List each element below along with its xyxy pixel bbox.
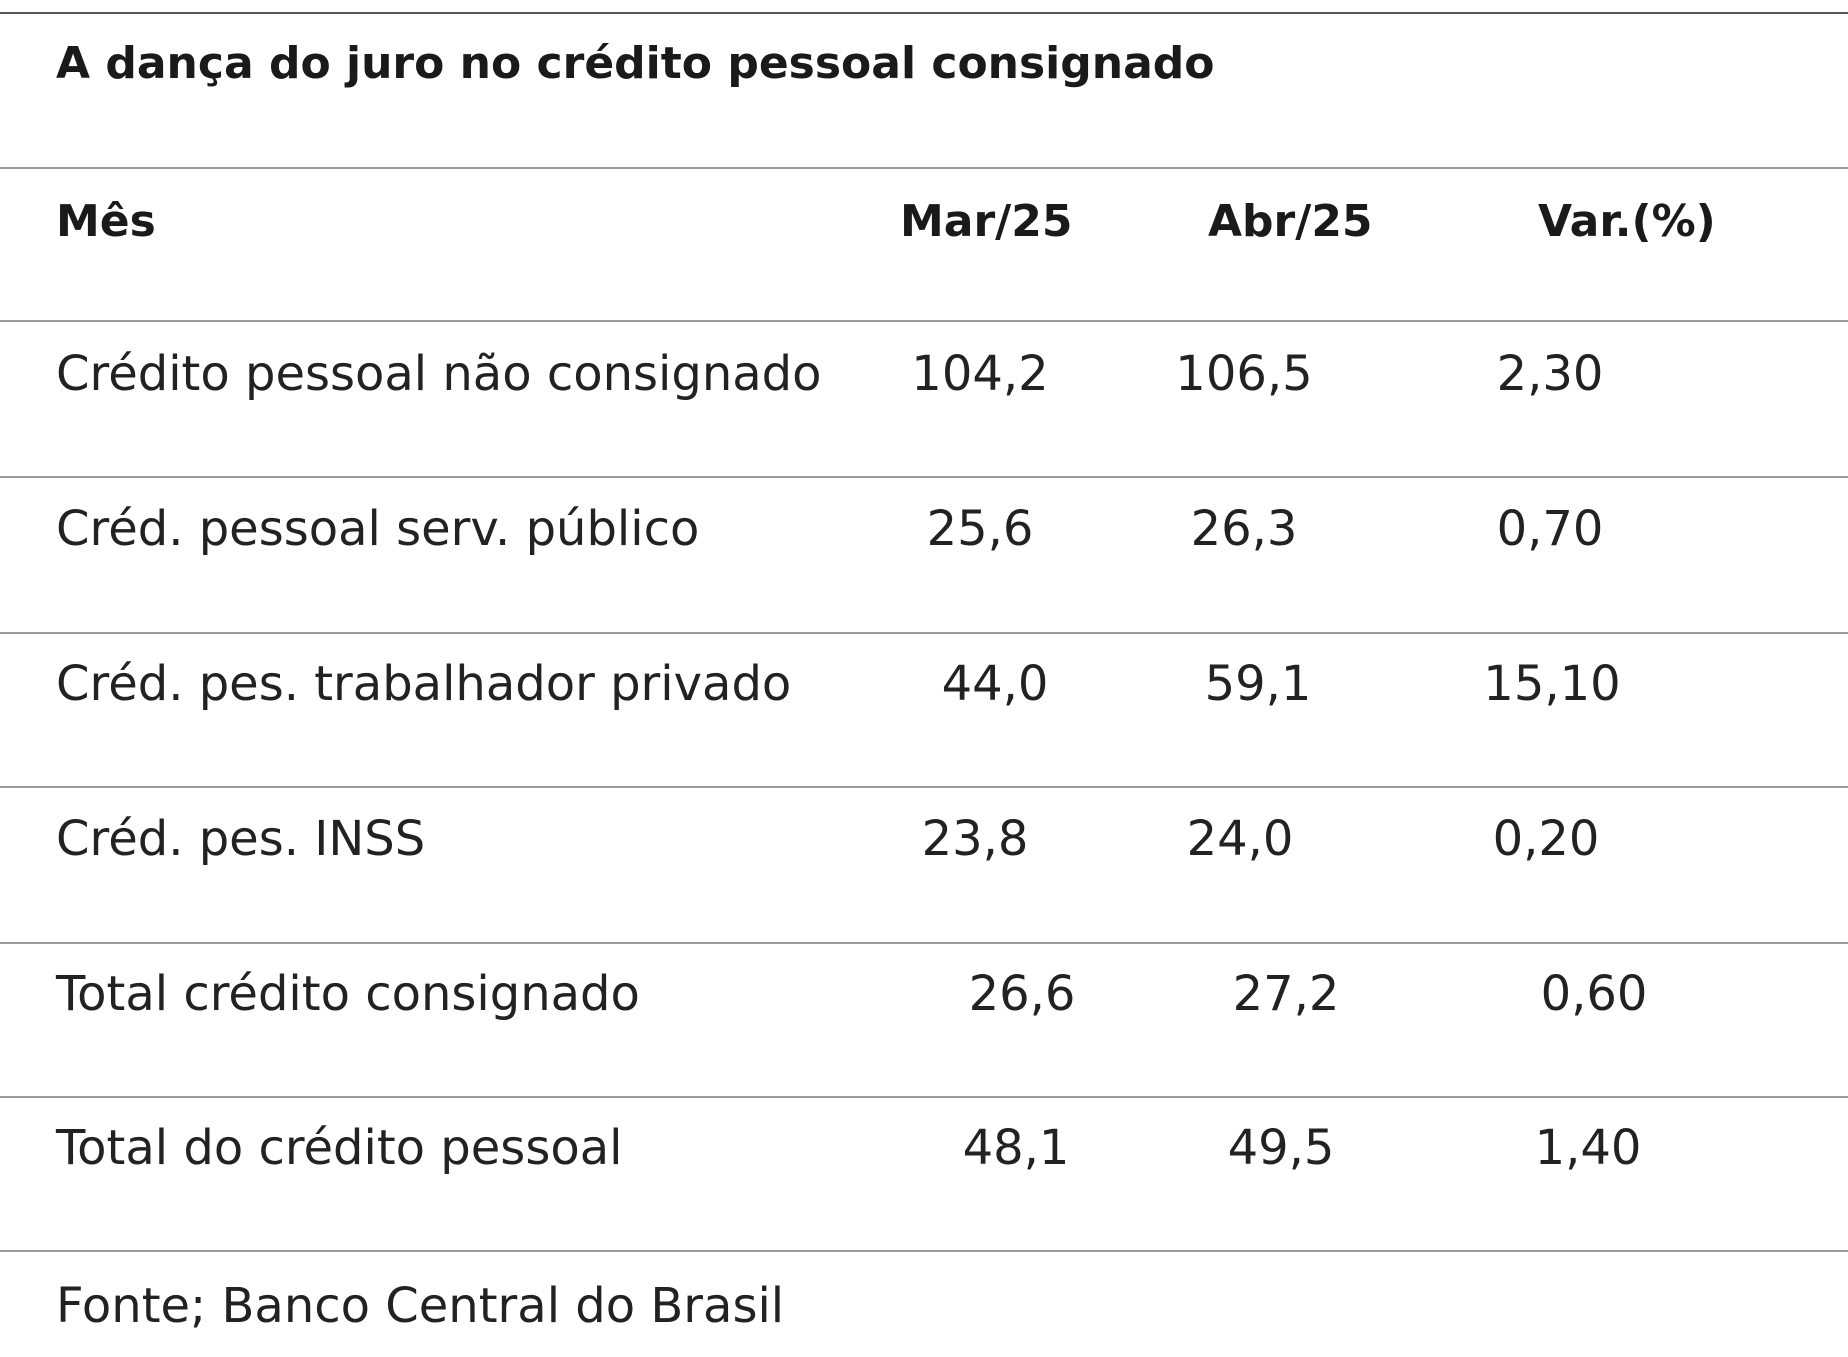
row-value-mar25: 48,1 bbox=[962, 1120, 1070, 1176]
row-label: Créd. pes. INSS bbox=[56, 811, 426, 867]
row-label: Créd. pes. trabalhador privado bbox=[56, 656, 792, 712]
row-value-abr25: 106,5 bbox=[1175, 346, 1313, 402]
row-label: Total crédito consignado bbox=[56, 966, 640, 1022]
row-value-variation: 2,30 bbox=[1496, 346, 1604, 402]
header-abr25: Abr/25 bbox=[1208, 196, 1373, 247]
row-value-variation: 15,10 bbox=[1483, 656, 1621, 712]
row-value-abr25: 24,0 bbox=[1186, 811, 1294, 867]
row-value-abr25: 27,2 bbox=[1232, 966, 1340, 1022]
row-label: Total do crédito pessoal bbox=[56, 1120, 623, 1176]
row-divider bbox=[0, 632, 1848, 634]
row-divider bbox=[0, 942, 1848, 944]
row-divider bbox=[0, 1096, 1848, 1098]
row-value-abr25: 26,3 bbox=[1190, 501, 1298, 557]
header-month: Mês bbox=[56, 196, 156, 247]
header-bottom-rule bbox=[0, 320, 1848, 322]
header-top-rule bbox=[0, 167, 1848, 169]
top-rule bbox=[0, 12, 1848, 14]
row-divider bbox=[0, 476, 1848, 478]
row-value-variation: 1,40 bbox=[1534, 1120, 1642, 1176]
row-value-mar25: 25,6 bbox=[926, 501, 1034, 557]
row-value-mar25: 23,8 bbox=[921, 811, 1029, 867]
header-variation: Var.(%) bbox=[1538, 196, 1716, 247]
row-value-mar25: 26,6 bbox=[968, 966, 1076, 1022]
header-mar25: Mar/25 bbox=[900, 196, 1073, 247]
table-title: A dança do juro no crédito pessoal consi… bbox=[56, 38, 1215, 89]
source-note: Fonte; Banco Central do Brasil bbox=[56, 1278, 785, 1334]
row-divider bbox=[0, 786, 1848, 788]
row-value-variation: 0,60 bbox=[1540, 966, 1648, 1022]
row-value-mar25: 44,0 bbox=[941, 656, 1049, 712]
row-value-variation: 0,20 bbox=[1492, 811, 1600, 867]
row-value-variation: 0,70 bbox=[1496, 501, 1604, 557]
row-label: Créd. pessoal serv. público bbox=[56, 501, 700, 557]
row-value-abr25: 59,1 bbox=[1204, 656, 1312, 712]
row-divider bbox=[0, 1250, 1848, 1252]
row-value-mar25: 104,2 bbox=[911, 346, 1049, 402]
row-value-abr25: 49,5 bbox=[1227, 1120, 1335, 1176]
row-label: Crédito pessoal não consignado bbox=[56, 346, 822, 402]
